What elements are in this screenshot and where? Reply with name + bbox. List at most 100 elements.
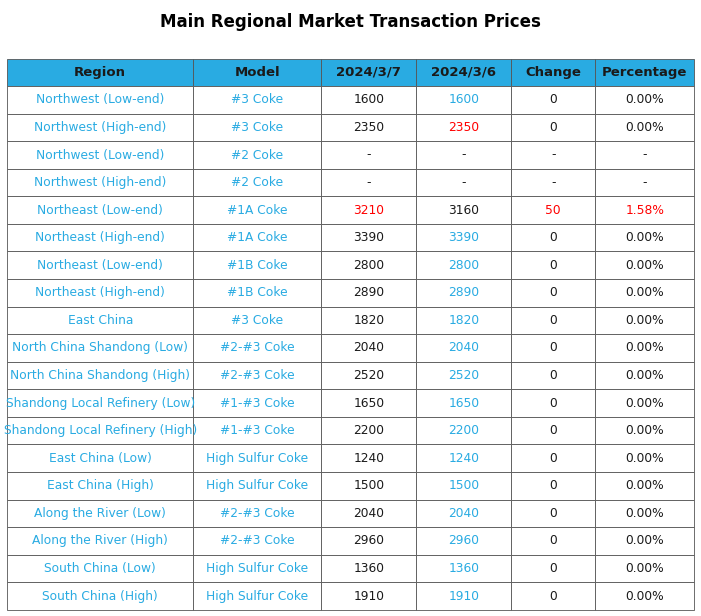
Text: #1-#3 Coke: #1-#3 Coke: [220, 424, 294, 437]
Text: 2040: 2040: [353, 507, 384, 520]
Text: 0.00%: 0.00%: [625, 590, 664, 602]
Text: Shandong Local Refinery (Low): Shandong Local Refinery (Low): [6, 397, 195, 410]
Bar: [7, 582, 193, 610]
Text: High Sulfur Coke: High Sulfur Coke: [206, 562, 308, 575]
Text: #3 Coke: #3 Coke: [231, 94, 283, 107]
Bar: [511, 251, 595, 279]
Text: 2800: 2800: [448, 259, 479, 272]
Bar: [511, 444, 595, 472]
Text: 2350: 2350: [448, 121, 479, 134]
Text: 0: 0: [550, 397, 557, 410]
Text: #2-#3 Coke: #2-#3 Coke: [220, 369, 294, 382]
Bar: [321, 554, 416, 582]
Text: Northwest (Low-end): Northwest (Low-end): [36, 148, 164, 161]
Bar: [321, 113, 416, 141]
Text: 0: 0: [550, 507, 557, 520]
Text: 1820: 1820: [353, 314, 384, 327]
Bar: [193, 279, 321, 307]
Text: 0: 0: [550, 121, 557, 134]
Text: 50: 50: [545, 204, 561, 217]
Text: 0: 0: [550, 369, 557, 382]
Bar: [595, 527, 694, 554]
Text: 2960: 2960: [353, 535, 384, 548]
Bar: [511, 307, 595, 334]
Bar: [321, 251, 416, 279]
Text: -: -: [642, 176, 647, 189]
Bar: [7, 279, 193, 307]
Text: #1A Coke: #1A Coke: [227, 204, 287, 217]
Bar: [193, 500, 321, 527]
Bar: [416, 417, 511, 445]
Bar: [416, 362, 511, 389]
Bar: [7, 362, 193, 389]
Bar: [321, 362, 416, 389]
Text: 0.00%: 0.00%: [625, 341, 664, 354]
Text: 2350: 2350: [353, 121, 384, 134]
Text: South China (Low): South China (Low): [44, 562, 156, 575]
Text: 1910: 1910: [353, 590, 384, 602]
Text: 0.00%: 0.00%: [625, 535, 664, 548]
Text: Northeast (High-end): Northeast (High-end): [35, 231, 165, 244]
Bar: [193, 307, 321, 334]
Text: 3390: 3390: [448, 231, 479, 244]
Bar: [511, 59, 595, 86]
Text: #1A Coke: #1A Coke: [227, 231, 287, 244]
Bar: [416, 113, 511, 141]
Bar: [7, 307, 193, 334]
Text: -: -: [367, 148, 371, 161]
Text: #2 Coke: #2 Coke: [231, 176, 283, 189]
Bar: [321, 582, 416, 610]
Text: #2-#3 Coke: #2-#3 Coke: [220, 507, 294, 520]
Bar: [511, 169, 595, 197]
Bar: [193, 86, 321, 113]
Text: 1650: 1650: [353, 397, 384, 410]
Bar: [595, 307, 694, 334]
Text: 3210: 3210: [353, 204, 384, 217]
Bar: [7, 59, 193, 86]
Text: 1360: 1360: [448, 562, 479, 575]
Bar: [193, 389, 321, 417]
Text: 0.00%: 0.00%: [625, 314, 664, 327]
Text: 0: 0: [550, 424, 557, 437]
Text: High Sulfur Coke: High Sulfur Coke: [206, 479, 308, 492]
Bar: [511, 86, 595, 113]
Bar: [193, 224, 321, 251]
Bar: [321, 500, 416, 527]
Bar: [511, 279, 595, 307]
Text: High Sulfur Coke: High Sulfur Coke: [206, 452, 308, 464]
Text: #1-#3 Coke: #1-#3 Coke: [220, 397, 294, 410]
Bar: [595, 334, 694, 362]
Text: #3 Coke: #3 Coke: [231, 121, 283, 134]
Bar: [321, 472, 416, 500]
Text: 1240: 1240: [353, 452, 384, 464]
Text: 1500: 1500: [353, 479, 384, 492]
Text: 0.00%: 0.00%: [625, 424, 664, 437]
Bar: [321, 141, 416, 169]
Bar: [321, 444, 416, 472]
Bar: [595, 472, 694, 500]
Text: #1B Coke: #1B Coke: [227, 286, 287, 299]
Text: East China (High): East China (High): [47, 479, 154, 492]
Text: Northwest (High-end): Northwest (High-end): [34, 121, 166, 134]
Bar: [511, 389, 595, 417]
Text: -: -: [461, 148, 466, 161]
Bar: [416, 224, 511, 251]
Text: 0: 0: [550, 452, 557, 464]
Text: Change: Change: [525, 66, 581, 79]
Bar: [321, 224, 416, 251]
Text: Northeast (High-end): Northeast (High-end): [35, 286, 165, 299]
Text: 0.00%: 0.00%: [625, 479, 664, 492]
Text: 1500: 1500: [448, 479, 479, 492]
Bar: [416, 554, 511, 582]
Text: 2890: 2890: [448, 286, 479, 299]
Bar: [321, 279, 416, 307]
Bar: [595, 389, 694, 417]
Bar: [511, 224, 595, 251]
Text: 0.00%: 0.00%: [625, 231, 664, 244]
Bar: [595, 362, 694, 389]
Bar: [595, 141, 694, 169]
Bar: [321, 417, 416, 445]
Text: Northwest (Low-end): Northwest (Low-end): [36, 94, 164, 107]
Bar: [416, 472, 511, 500]
Text: 3390: 3390: [353, 231, 384, 244]
